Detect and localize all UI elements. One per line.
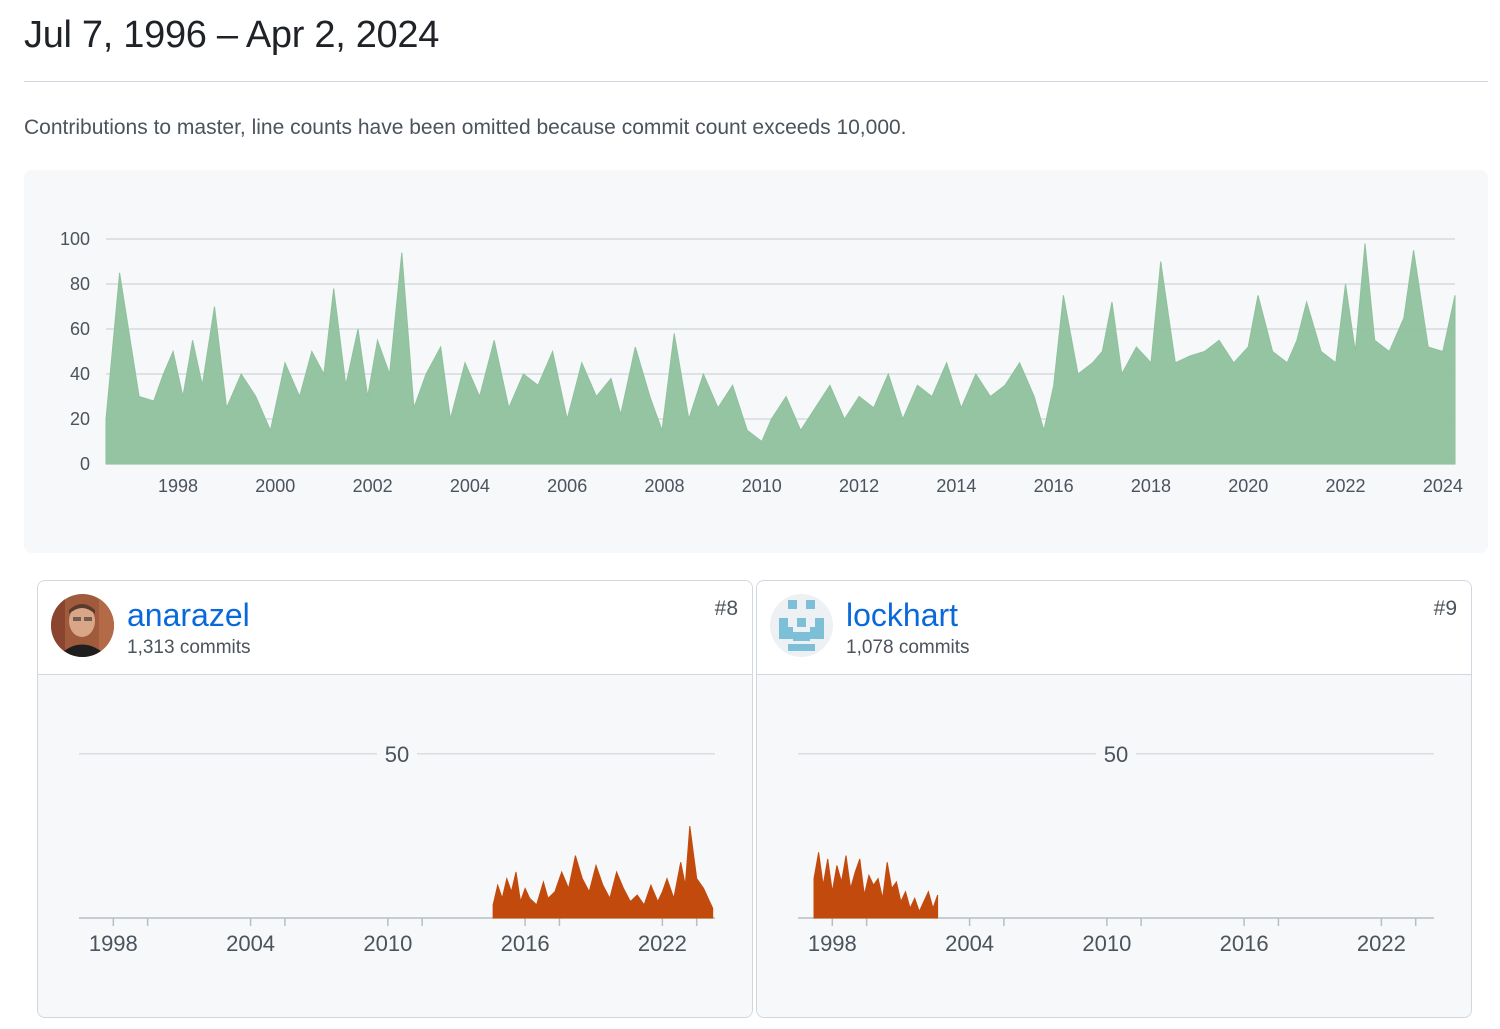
x-tick-label: 2016 — [1034, 476, 1074, 496]
x-tick-label: 2024 — [1423, 476, 1463, 496]
x-tick-label: 1998 — [89, 931, 138, 956]
contributor-card-header: anarazel 1,313 commits #8 — [38, 581, 752, 675]
x-tick-label: 2004 — [450, 476, 490, 496]
area-series — [492, 826, 714, 919]
avatar[interactable] — [51, 594, 114, 657]
contributor-rank: #9 — [1433, 597, 1457, 620]
y-tick-label: 100 — [60, 229, 90, 249]
x-tick-label: 2010 — [1082, 931, 1131, 956]
area-series — [813, 852, 939, 919]
y-tick-label: 50 — [385, 742, 409, 767]
x-tick-label: 2014 — [936, 476, 976, 496]
x-tick-label: 1998 — [158, 476, 198, 496]
contributor-username-link[interactable]: anarazel — [127, 597, 250, 633]
x-tick-label: 2004 — [945, 931, 994, 956]
x-tick-label: 2012 — [839, 476, 879, 496]
x-tick-label: 2022 — [1326, 476, 1366, 496]
main-chart-svg: 0 20 40 60 80 100 1998 2000 2002 2004 2006 2008 2010… — [60, 229, 1463, 496]
contributor-chart-svg: 50 1998 2004 2010 2016 2022 — [798, 741, 1434, 956]
y-tick-label-background — [377, 741, 417, 764]
x-tick-label: 2022 — [1357, 931, 1406, 956]
x-tick-label: 2008 — [644, 476, 684, 496]
x-tick-label: 2002 — [353, 476, 393, 496]
main-contributions-chart: 0 20 40 60 80 100 1998 2000 2002 2004 2006 2008 2010… — [24, 170, 1488, 553]
avatar[interactable] — [770, 594, 833, 657]
y-tick-label: 0 — [80, 454, 90, 474]
y-tick-label: 40 — [70, 364, 90, 384]
page-title: Jul 7, 1996 – Apr 2, 2024 — [24, 14, 440, 56]
contributor-card-lockhart: lockhart 1,078 commits #9 50 1998 2004 2010… — [756, 580, 1472, 1018]
y-tick-label: 80 — [70, 274, 90, 294]
contributor-commit-count: 1,078 commits — [846, 637, 970, 658]
y-tick-label: 50 — [1104, 742, 1128, 767]
x-tick-label: 2004 — [226, 931, 275, 956]
x-tick-label: 2016 — [501, 931, 550, 956]
y-tick-label-background — [1096, 741, 1136, 764]
contributor-chart-svg: 50 1998 2004 2010 2016 2022 — [79, 741, 715, 956]
x-tick-label: 2022 — [638, 931, 687, 956]
x-tick-label: 2010 — [742, 476, 782, 496]
contributor-username-link[interactable]: lockhart — [846, 597, 959, 633]
contributor-commit-count: 1,313 commits — [127, 637, 251, 658]
contributor-rank: #8 — [714, 597, 738, 620]
contributor-card-header: lockhart 1,078 commits #9 — [757, 581, 1471, 675]
x-tick-label: 1998 — [808, 931, 857, 956]
x-tick-label: 2018 — [1131, 476, 1171, 496]
contributions-description: Contributions to master, line counts hav… — [24, 116, 907, 139]
contributor-card-anarazel: anarazel 1,313 commits #8 50 1998 2004 2010… — [37, 580, 753, 1018]
contributor-chart-area: 50 1998 2004 2010 2016 2022 — [757, 675, 1471, 1017]
y-tick-label: 20 — [70, 409, 90, 429]
contributor-chart-area: 50 1998 2004 2010 2016 2022 — [38, 675, 752, 1017]
y-tick-label: 60 — [70, 319, 90, 339]
x-tick-label: 2016 — [1220, 931, 1269, 956]
x-tick-label: 2010 — [363, 931, 412, 956]
x-tick-label: 2000 — [255, 476, 295, 496]
x-tick-label: 2006 — [547, 476, 587, 496]
x-tick-label: 2020 — [1228, 476, 1268, 496]
title-divider — [24, 81, 1488, 82]
area-series — [105, 243, 1456, 465]
